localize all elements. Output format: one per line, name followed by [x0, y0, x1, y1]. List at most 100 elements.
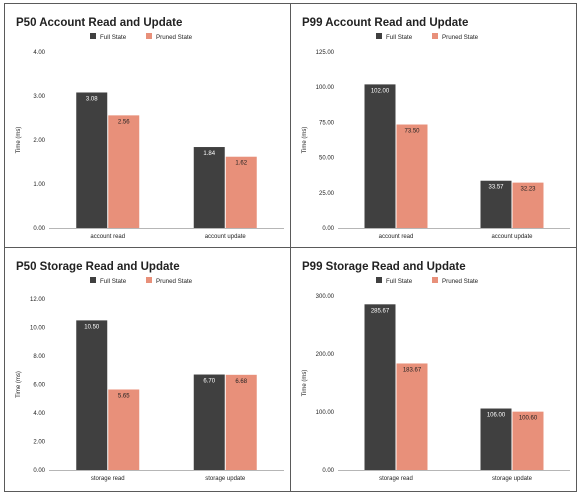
legend-item: Full State — [90, 33, 127, 41]
chart-panel: P50 Account Read and Update Full State Pru… — [16, 17, 284, 240]
y-tick-label: 125.00 — [316, 50, 335, 56]
y-axis-label: Time (ms) — [16, 371, 22, 398]
y-tick-label: 25.00 — [319, 191, 335, 197]
legend-item: Pruned State — [432, 277, 479, 285]
bar-value-label: 183.67 — [403, 367, 422, 373]
y-tick-label: 0.00 — [322, 468, 334, 474]
bar-full-state — [76, 92, 108, 228]
y-tick-label: 100.00 — [316, 85, 335, 91]
y-tick-label: 75.00 — [319, 120, 335, 126]
y-tick-label: 4.00 — [33, 50, 45, 56]
chart-panel: P99 Account Read and Update Full State Pru… — [302, 17, 570, 240]
bar-pruned-state — [512, 411, 544, 470]
y-tick-label: 3.00 — [33, 94, 45, 100]
bar-pruned-state — [396, 124, 428, 228]
bar-full-state — [364, 84, 396, 228]
legend-label: Full State — [100, 278, 127, 285]
chart-panel: P50 Storage Read and Update Full State Pru… — [16, 261, 284, 482]
bar-value-label: 32.23 — [520, 187, 536, 193]
bar-value-label: 1.84 — [203, 151, 215, 157]
bar-pruned-state — [108, 115, 140, 228]
bar-value-label: 73.50 — [404, 129, 420, 135]
legend-item: Full State — [376, 277, 413, 285]
legend-item: Pruned State — [146, 277, 193, 285]
legend-swatch — [376, 277, 382, 283]
y-tick-label: 4.00 — [33, 411, 45, 417]
x-tick-label: storage update — [205, 476, 246, 482]
bar-value-label: 106.00 — [487, 413, 506, 419]
bar-full-state — [480, 180, 512, 228]
legend-label: Full State — [100, 34, 127, 41]
y-tick-label: 2.00 — [33, 440, 45, 446]
legend-label: Pruned State — [156, 278, 193, 285]
legend-item: Full State — [90, 277, 127, 285]
x-tick-label: storage update — [492, 476, 533, 482]
bar-full-state — [193, 374, 225, 470]
legend-label: Full State — [386, 34, 413, 41]
bar-value-label: 2.56 — [118, 119, 130, 125]
bar-value-label: 100.60 — [519, 416, 538, 422]
bar-full-state — [480, 408, 512, 470]
bar-full-state — [193, 147, 225, 228]
bar-value-label: 102.00 — [371, 88, 390, 94]
bar-value-label: 6.70 — [203, 379, 215, 385]
bar-pruned-state — [396, 363, 428, 470]
y-tick-label: 300.00 — [316, 294, 335, 300]
bar-value-label: 1.62 — [235, 161, 247, 167]
y-tick-label: 10.00 — [30, 326, 46, 332]
chart-title: P99 Storage Read and Update — [302, 261, 466, 273]
legend-label: Pruned State — [442, 34, 479, 41]
y-tick-label: 1.00 — [33, 182, 45, 188]
bar-pruned-state — [225, 374, 257, 470]
legend-item: Pruned State — [432, 33, 479, 41]
x-tick-label: storage read — [91, 476, 125, 482]
legend-swatch — [146, 277, 152, 283]
legend-swatch — [432, 277, 438, 283]
y-tick-label: 0.00 — [33, 226, 45, 232]
y-tick-label: 6.00 — [33, 383, 45, 389]
y-tick-label: 8.00 — [33, 354, 45, 360]
bar-full-state — [364, 304, 396, 470]
bar-pruned-state — [225, 156, 257, 228]
y-tick-label: 0.00 — [322, 226, 334, 232]
y-axis-label: Time (ms) — [302, 370, 308, 397]
bar-value-label: 5.65 — [118, 393, 130, 399]
y-tick-label: 50.00 — [319, 156, 335, 162]
legend-item: Pruned State — [146, 33, 193, 41]
y-tick-label: 0.00 — [33, 468, 45, 474]
y-tick-label: 2.00 — [33, 138, 45, 144]
legend-swatch — [90, 33, 96, 39]
bar-full-state — [76, 320, 108, 470]
legend-swatch — [146, 33, 152, 39]
bar-value-label: 10.50 — [84, 324, 100, 330]
x-tick-label: account update — [491, 234, 533, 240]
bar-value-label: 6.68 — [235, 379, 247, 385]
legend-item: Full State — [376, 33, 413, 41]
y-axis-label: Time (ms) — [16, 127, 22, 154]
x-tick-label: account read — [379, 234, 414, 240]
chart-grid: P50 Account Read and Update Full State Pru… — [4, 3, 577, 492]
legend-label: Full State — [386, 278, 413, 285]
legend-label: Pruned State — [442, 278, 479, 285]
legend-swatch — [376, 33, 382, 39]
chart-title: P99 Account Read and Update — [302, 17, 468, 29]
bar-pruned-state — [512, 182, 544, 228]
x-tick-label: account read — [90, 234, 125, 240]
legend-label: Pruned State — [156, 34, 193, 41]
chart-title: P50 Storage Read and Update — [16, 261, 180, 273]
bar-value-label: 285.67 — [371, 308, 390, 314]
bar-pruned-state — [108, 389, 140, 470]
y-tick-label: 100.00 — [316, 410, 335, 416]
y-axis-label: Time (ms) — [302, 127, 308, 154]
bar-value-label: 3.08 — [86, 96, 98, 102]
y-tick-label: 200.00 — [316, 352, 335, 358]
chart-title: P50 Account Read and Update — [16, 17, 182, 29]
chart-panel: P99 Storage Read and Update Full State Pru… — [302, 261, 570, 482]
charts-svg: P50 Account Read and Update Full State Pru… — [4, 3, 577, 492]
y-tick-label: 12.00 — [30, 297, 46, 303]
legend-swatch — [432, 33, 438, 39]
x-tick-label: account update — [205, 234, 247, 240]
x-tick-label: storage read — [379, 476, 413, 482]
bar-value-label: 33.57 — [488, 185, 504, 191]
legend-swatch — [90, 277, 96, 283]
